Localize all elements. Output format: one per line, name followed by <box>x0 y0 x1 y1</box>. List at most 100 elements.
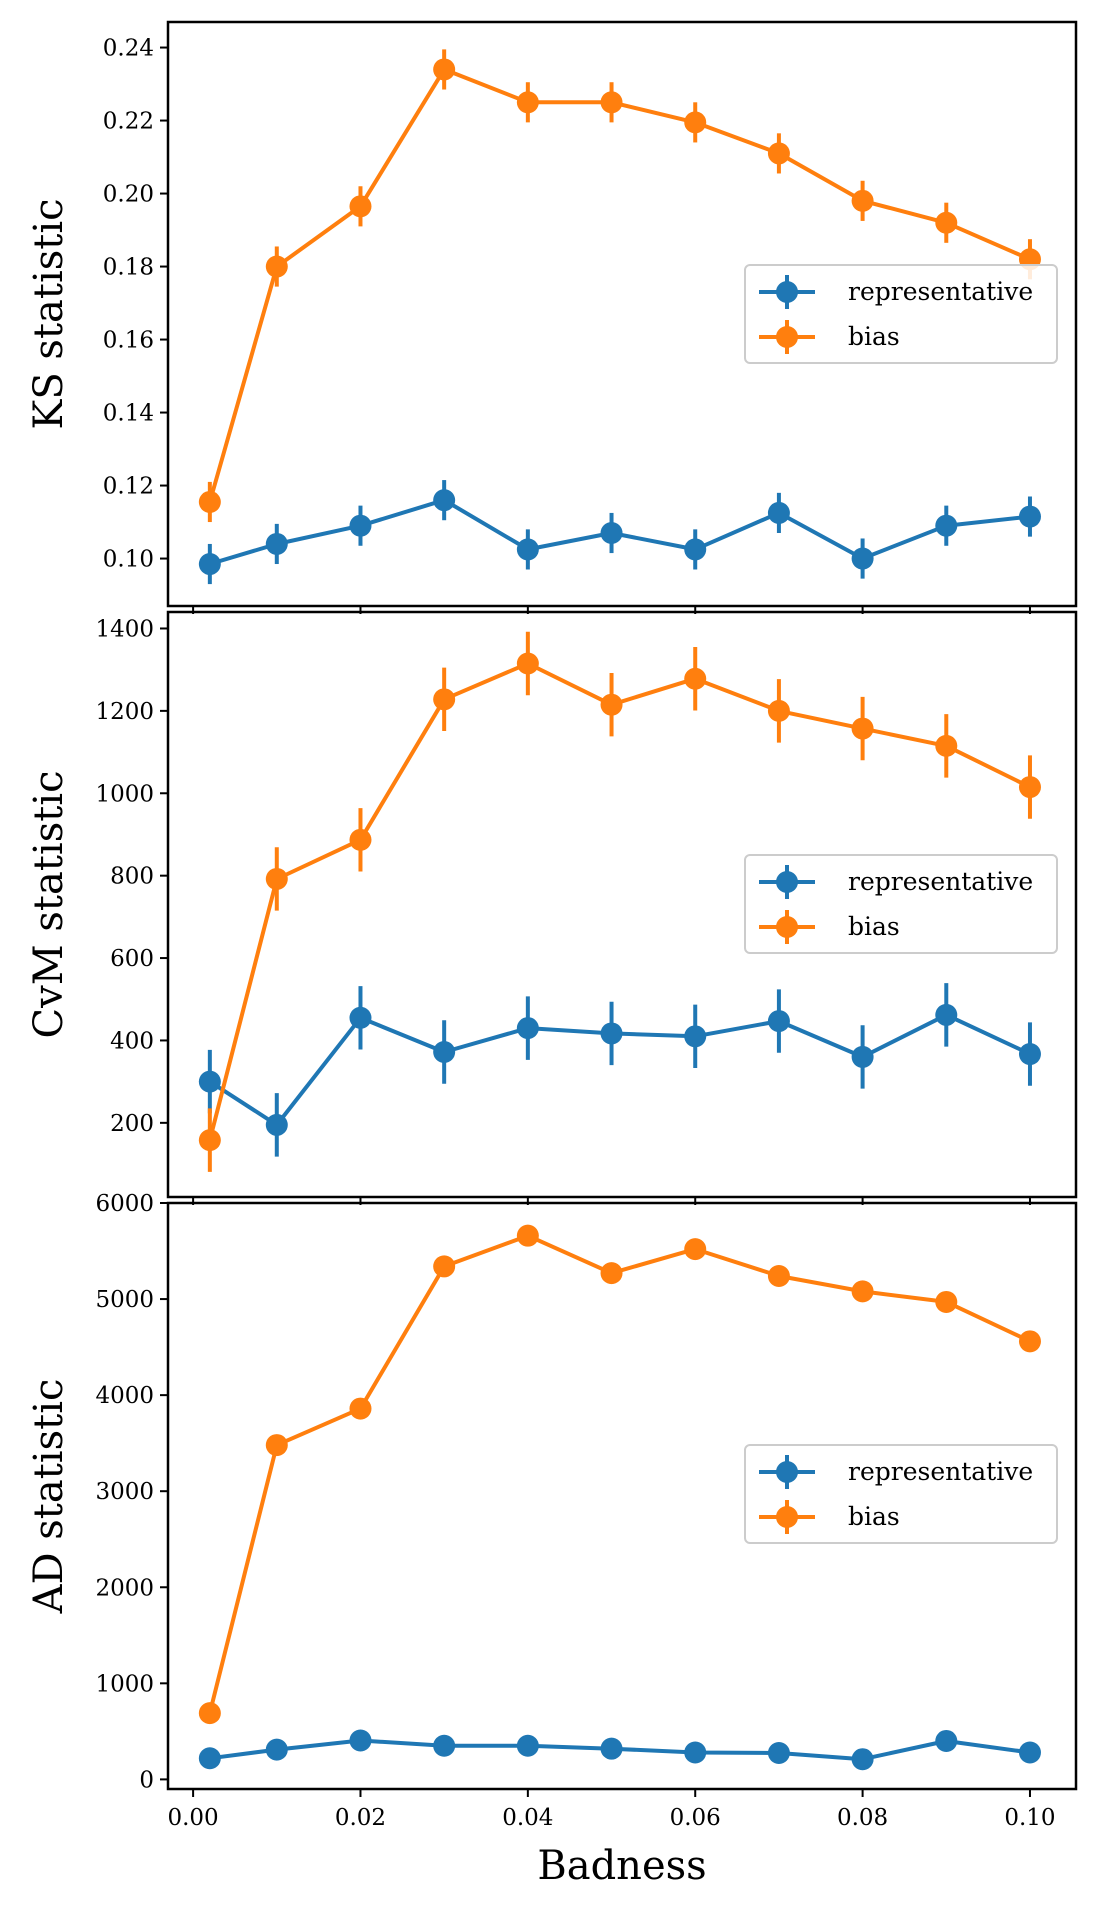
ks-statistic-bias-point <box>265 255 288 278</box>
x-tick-label: 0.04 <box>502 1805 553 1831</box>
cvm-statistic-legend-box <box>744 854 1058 954</box>
cvm-statistic-ytick-label: 1200 <box>95 699 154 725</box>
cvm-statistic-legend-bias-marker <box>776 916 798 938</box>
cvm-statistic-bias-point <box>600 693 623 716</box>
cvm-statistic-bias-point <box>851 717 874 740</box>
cvm-statistic-legend-bias-label: bias <box>848 912 900 941</box>
cvm-statistic-ytick-label: 1400 <box>95 616 154 642</box>
ks-statistic-ytick-label: 0.24 <box>103 36 154 62</box>
ks-statistic-legend-representative-label: representative <box>848 277 1033 306</box>
ks-statistic-legend-bias-marker <box>776 326 798 348</box>
ad-statistic-ytick-label: 1000 <box>95 1671 154 1697</box>
ad-statistic-representative-point <box>767 1741 790 1764</box>
cvm-statistic-axes-frame <box>166 610 1078 1199</box>
ad-statistic-bias-point <box>433 1255 456 1278</box>
ks-statistic-ytick-label: 0.22 <box>103 109 154 135</box>
cvm-statistic-representative-point <box>198 1070 221 1093</box>
ks-statistic-y-axis-title: KS statistic <box>26 198 72 429</box>
ks-statistic-bias-point <box>935 211 958 234</box>
ks-statistic-bias-point <box>433 58 456 81</box>
panel-cvm: 200 400 600 800 1000 1200 1400 CvM statistic rep… <box>26 610 1078 1205</box>
ks-statistic-legend-box <box>744 264 1058 364</box>
cvm-statistic-ytick-label: 400 <box>110 1028 154 1054</box>
ks-statistic-representative-point <box>349 514 372 537</box>
cvm-statistic-bias-point <box>1018 776 1041 799</box>
cvm-statistic-representative-point <box>935 1003 958 1026</box>
ad-statistic-representative-point <box>265 1738 288 1761</box>
x-tick-label: 0.06 <box>670 1805 721 1831</box>
ad-statistic-bias-point <box>684 1238 707 1261</box>
ad-statistic-representative-point <box>684 1741 707 1764</box>
ad-statistic-bias-point <box>1018 1330 1041 1353</box>
ad-statistic-ytick-label: 2000 <box>95 1575 154 1601</box>
cvm-statistic-representative-point <box>600 1022 623 1045</box>
cvm-statistic-legend-representative-marker <box>776 871 798 893</box>
cvm-statistic-representative-point <box>265 1113 288 1136</box>
cvm-statistic-representative-point <box>1018 1043 1041 1066</box>
ad-statistic-representative-point <box>349 1729 372 1752</box>
ad-statistic-representative-point <box>516 1734 539 1757</box>
ks-statistic-representative-point <box>265 532 288 555</box>
cvm-statistic-representative-point <box>851 1045 874 1068</box>
ad-statistic-ytick-label: 6000 <box>95 1191 154 1217</box>
ks-statistic-bias-point <box>198 490 221 513</box>
ks-statistic-representative-point <box>433 489 456 512</box>
ad-statistic-representative-point <box>433 1734 456 1757</box>
ad-statistic-bias-point <box>265 1434 288 1457</box>
ad-statistic-representative-point <box>198 1747 221 1770</box>
cvm-statistic-bias-point <box>684 667 707 690</box>
ks-statistic-bias-point <box>851 189 874 212</box>
cvm-statistic-bias-point <box>198 1129 221 1152</box>
cvm-statistic-legend-representative-label: representative <box>848 867 1033 896</box>
ks-statistic-representative-point <box>1018 505 1041 528</box>
ad-statistic-ytick-label: 5000 <box>95 1287 154 1313</box>
cvm-statistic-representative-point <box>516 1017 539 1040</box>
ad-statistic-legend-representative-marker <box>776 1461 798 1483</box>
cvm-statistic-ytick-label: 200 <box>110 1111 154 1137</box>
ks-statistic-bias-point <box>684 111 707 134</box>
ks-statistic-bias-point <box>516 91 539 114</box>
ks-statistic-bias-point <box>349 195 372 218</box>
cvm-statistic-ytick-label: 800 <box>110 864 154 890</box>
ks-statistic-ytick-label: 0.10 <box>103 547 154 573</box>
ad-statistic-bias-point <box>198 1702 221 1725</box>
cvm-statistic-representative-point <box>349 1006 372 1029</box>
cvm-statistic-ytick-label: 600 <box>110 946 154 972</box>
ad-statistic-y-axis-title: AD statistic <box>26 1379 72 1615</box>
ad-statistic-bias-point <box>851 1280 874 1303</box>
ks-statistic-representative-point <box>935 514 958 537</box>
ad-statistic-ytick-label: 0 <box>139 1767 154 1793</box>
ks-statistic-bias-point <box>767 142 790 165</box>
panel-ks: 0.10 0.12 0.14 0.16 0.18 0.20 0.22 0.24 KS stati… <box>26 20 1078 614</box>
x-axis-title: Badness <box>537 1843 706 1889</box>
ks-statistic-representative-point <box>516 538 539 561</box>
ad-statistic-representative-point <box>935 1729 958 1752</box>
ad-statistic-legend-box <box>744 1444 1058 1544</box>
cvm-statistic-bias-point <box>265 867 288 890</box>
cvm-statistic-bias-point <box>516 652 539 675</box>
ad-statistic-legend-bias-marker <box>776 1506 798 1528</box>
x-tick-label: 0.00 <box>167 1805 218 1831</box>
ad-statistic-bias-point <box>600 1262 623 1285</box>
ks-statistic-representative-point <box>851 547 874 570</box>
ks-statistic-representative-point <box>767 501 790 524</box>
ks-statistic-ytick-label: 0.12 <box>103 474 154 500</box>
cvm-statistic-y-axis-title: CvM statistic <box>26 771 72 1039</box>
ad-statistic-representative-point <box>600 1737 623 1760</box>
x-tick-label: 0.08 <box>837 1805 888 1831</box>
cvm-statistic-representative-point <box>767 1010 790 1033</box>
ks-statistic-ytick-label: 0.20 <box>103 182 154 208</box>
ks-statistic-representative-point <box>600 522 623 544</box>
ks-statistic-legend-bias-label: bias <box>848 322 900 351</box>
ad-statistic-representative-point <box>851 1748 874 1771</box>
ks-statistic-ytick-label: 0.18 <box>103 255 154 281</box>
ks-statistic-ytick-label: 0.14 <box>103 401 154 427</box>
ad-statistic-bias-point <box>516 1224 539 1247</box>
ad-statistic-bias-point <box>349 1397 372 1420</box>
ad-statistic-legend-representative-label: representative <box>848 1457 1033 1486</box>
ad-statistic-bias-point <box>935 1290 958 1313</box>
panel-ad: 0 1000 2000 3000 4000 5000 6000 0.00 0.02 0.04 0.0… <box>26 1191 1078 1889</box>
x-tick-label: 0.10 <box>1004 1805 1055 1831</box>
cvm-statistic-bias-point <box>935 734 958 757</box>
